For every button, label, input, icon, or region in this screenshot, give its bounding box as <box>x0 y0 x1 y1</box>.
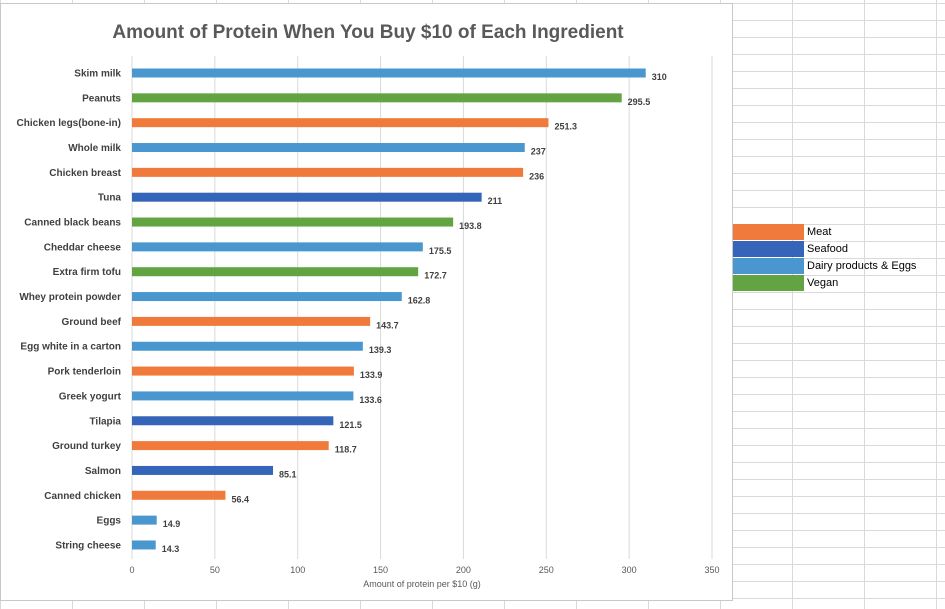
data-label: 143.7 <box>376 320 399 330</box>
category-label: Tuna <box>98 193 122 204</box>
legend-label: Seafood <box>807 243 848 255</box>
x-tick-label: 250 <box>539 565 554 575</box>
legend-label: Vegan <box>807 277 839 289</box>
data-label: 172.7 <box>424 271 447 281</box>
data-label: 14.9 <box>163 519 181 529</box>
data-label: 56.4 <box>231 494 249 504</box>
legend-swatch <box>733 224 804 240</box>
bar[interactable] <box>132 292 402 302</box>
legend-item[interactable]: Dairy products & Eggs <box>733 258 916 275</box>
data-label: 133.9 <box>360 370 383 380</box>
category-label: Extra firm tofu <box>53 267 121 278</box>
data-label: 175.5 <box>429 246 452 256</box>
bar[interactable] <box>132 341 363 351</box>
bar[interactable] <box>132 242 423 252</box>
category-label: Chicken breast <box>49 168 121 179</box>
legend-label: Meat <box>807 226 832 238</box>
category-label: Pork tenderloin <box>48 367 121 378</box>
legend-item[interactable]: Seafood <box>733 241 916 258</box>
bar[interactable] <box>132 540 156 550</box>
data-label: 236 <box>529 171 544 181</box>
x-tick-label: 100 <box>290 565 305 575</box>
data-label: 211 <box>488 196 503 206</box>
bar[interactable] <box>132 118 549 128</box>
category-label: Peanuts <box>82 93 121 104</box>
category-label: Eggs <box>97 516 122 527</box>
category-label: Cheddar cheese <box>44 242 122 253</box>
category-label: Canned chicken <box>44 491 121 502</box>
legend[interactable]: Meat Seafood Dairy products & Eggs Vegan <box>733 224 916 292</box>
bar[interactable] <box>132 465 274 475</box>
bar[interactable] <box>132 366 354 376</box>
bar[interactable] <box>132 391 354 401</box>
bar[interactable] <box>132 68 646 78</box>
data-label: 193.8 <box>459 221 482 231</box>
data-label: 162.8 <box>408 296 431 306</box>
x-tick-label: 300 <box>622 565 637 575</box>
bar[interactable] <box>132 217 454 227</box>
data-label: 85.1 <box>279 469 297 479</box>
category-label: Whey protein powder <box>19 292 121 303</box>
category-label: Egg white in a carton <box>20 342 121 353</box>
data-label: 295.5 <box>628 97 651 107</box>
x-tick-label: 350 <box>704 565 719 575</box>
x-tick-label: 50 <box>210 565 220 575</box>
legend-swatch <box>733 258 804 274</box>
legend-item[interactable]: Vegan <box>733 275 916 292</box>
category-label: Whole milk <box>68 143 121 154</box>
bar[interactable] <box>132 267 419 277</box>
category-labels: Skim milk Peanuts Chicken legs(bone-in) Who… <box>17 69 122 552</box>
category-label: Ground beef <box>62 317 122 328</box>
bar[interactable] <box>132 192 482 202</box>
x-axis-ticks: 0 50 100 150 200 250 300 350 <box>129 565 719 575</box>
gridlines <box>131 56 713 559</box>
data-label: 237 <box>531 147 546 157</box>
value-labels: 310 295.5 251.3 237 236 211 193.8 175.5 172.7 162… <box>162 72 667 554</box>
bar[interactable] <box>132 93 622 103</box>
legend-swatch <box>733 241 804 257</box>
data-label: 14.3 <box>162 544 180 554</box>
x-axis-title: Amount of protein per $10 (g) <box>363 579 481 589</box>
x-tick-label: 150 <box>373 565 388 575</box>
data-label: 310 <box>652 72 667 82</box>
bar[interactable] <box>132 441 329 451</box>
x-tick-label: 200 <box>456 565 471 575</box>
category-label: Greek yogurt <box>59 391 122 402</box>
category-label: Skim milk <box>74 69 121 80</box>
bar[interactable] <box>132 490 226 500</box>
category-label: Tilapia <box>90 416 122 427</box>
category-label: Chicken legs(bone-in) <box>17 118 121 129</box>
bar-chart: Amount of Protein When You Buy $10 of Ea… <box>17 22 720 589</box>
bars <box>132 68 646 550</box>
category-label: String cheese <box>55 540 121 551</box>
bar[interactable] <box>132 167 524 177</box>
category-label: Ground turkey <box>52 441 121 452</box>
legend-swatch <box>733 275 804 291</box>
data-label: 139.3 <box>369 345 392 355</box>
category-label: Canned black beans <box>24 218 121 229</box>
data-label: 133.6 <box>359 395 382 405</box>
data-label: 121.5 <box>339 420 362 430</box>
category-label: Salmon <box>85 466 121 477</box>
data-label: 251.3 <box>554 122 577 132</box>
bar[interactable] <box>132 515 157 525</box>
legend-label: Dairy products & Eggs <box>807 260 917 272</box>
chart-area[interactable]: Amount of Protein When You Buy $10 of Ea… <box>0 3 733 601</box>
bar[interactable] <box>132 143 525 153</box>
bar[interactable] <box>132 316 371 326</box>
legend-item[interactable]: Meat <box>733 224 916 241</box>
x-tick-label: 0 <box>129 565 134 575</box>
bar[interactable] <box>132 416 334 426</box>
data-label: 118.7 <box>335 445 357 455</box>
chart-title: Amount of Protein When You Buy $10 of Ea… <box>112 22 624 43</box>
